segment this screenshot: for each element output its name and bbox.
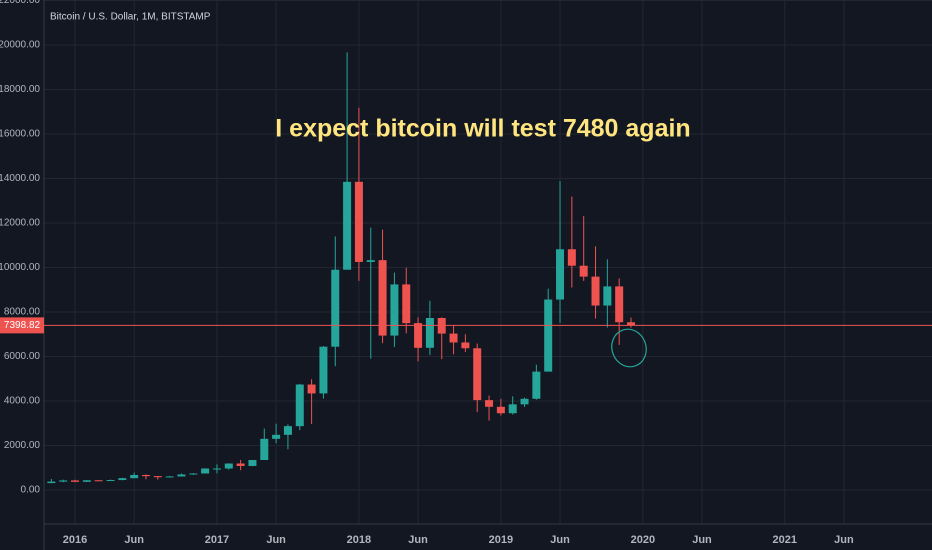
y-tick-label: 2000.00 [4, 440, 41, 451]
candle-body [615, 286, 624, 323]
candle-body [141, 475, 150, 477]
candle-body [485, 400, 494, 407]
last-price-box [0, 317, 44, 334]
x-tick-label: Jun [834, 534, 854, 546]
candle-body [425, 318, 434, 348]
candle-body [449, 333, 458, 343]
candle-body [556, 249, 565, 300]
candle-body [390, 284, 399, 336]
candle-body [248, 460, 257, 466]
candle-body [579, 265, 588, 277]
y-tick-label: 20000.00 [0, 40, 40, 51]
x-tick-label: Jun [692, 534, 712, 546]
candle-body [627, 322, 636, 326]
candle-body [473, 348, 482, 401]
candle-body [283, 426, 292, 435]
candle-body [260, 438, 269, 461]
candle-body [591, 276, 600, 306]
y-tick-label: 4000.00 [4, 396, 41, 407]
candle-body [544, 299, 553, 372]
hand-drawn-circle [611, 328, 647, 368]
y-tick-label: 0.00 [21, 485, 41, 496]
candle-body [94, 480, 103, 482]
chart-title: Bitcoin / U.S. Dollar, 1M, BITSTAMP [50, 12, 211, 23]
x-tick-label: Jun [124, 534, 144, 546]
y-tick-label: 16000.00 [0, 129, 40, 140]
last-price-label: 7398.82 [4, 320, 41, 331]
candle-body [402, 284, 411, 324]
candle-body [508, 404, 517, 414]
y-tick-label: 14000.00 [0, 173, 40, 184]
candle-body [106, 480, 115, 482]
candle-body [189, 473, 198, 475]
candle-body [378, 260, 387, 336]
x-tick-label: 2018 [347, 534, 371, 546]
candle-body [165, 476, 174, 478]
x-tick-label: 2017 [205, 534, 229, 546]
candle-body [319, 346, 328, 394]
candle-body [343, 181, 352, 270]
candle-body [496, 406, 505, 414]
candle-body [212, 468, 221, 470]
y-tick-label: 22000.00 [0, 0, 40, 6]
candle-body [366, 260, 375, 262]
candle-body [201, 468, 210, 474]
y-tick-label: 8000.00 [4, 307, 41, 318]
x-tick-label: 2016 [63, 534, 87, 546]
candle-body [603, 286, 612, 306]
candle-body [47, 481, 56, 484]
y-tick-label: 18000.00 [0, 84, 40, 95]
candle-body [354, 181, 363, 262]
candle-body [82, 480, 91, 482]
candle-body [567, 249, 576, 266]
candle-body [414, 323, 423, 348]
x-tick-label: Jun [550, 534, 570, 546]
candle-body [236, 463, 245, 466]
candle-body [331, 269, 340, 347]
candle-body [224, 463, 233, 469]
candle-body [461, 342, 470, 349]
x-tick-label: 2021 [773, 534, 797, 546]
candle-body [71, 480, 79, 482]
x-tick-label: Jun [266, 534, 286, 546]
candle-body [532, 371, 541, 399]
y-tick-label: 10000.00 [0, 262, 40, 273]
y-tick-label: 6000.00 [4, 351, 41, 362]
x-tick-label: 2020 [631, 534, 655, 546]
candle-body [59, 480, 68, 482]
candle-body [307, 384, 316, 394]
candle-body [153, 476, 162, 478]
y-tick-label: 12000.00 [0, 218, 40, 229]
x-tick-label: 2019 [489, 534, 513, 546]
x-tick-label: Jun [408, 534, 428, 546]
annotation: I expect bitcoin will test 7480 again [275, 115, 690, 143]
candle-body [177, 474, 186, 477]
candle-body [118, 478, 127, 481]
candle-body [295, 384, 304, 427]
candle-body [272, 434, 281, 439]
candle-body [520, 398, 529, 405]
candle-body [130, 475, 139, 479]
